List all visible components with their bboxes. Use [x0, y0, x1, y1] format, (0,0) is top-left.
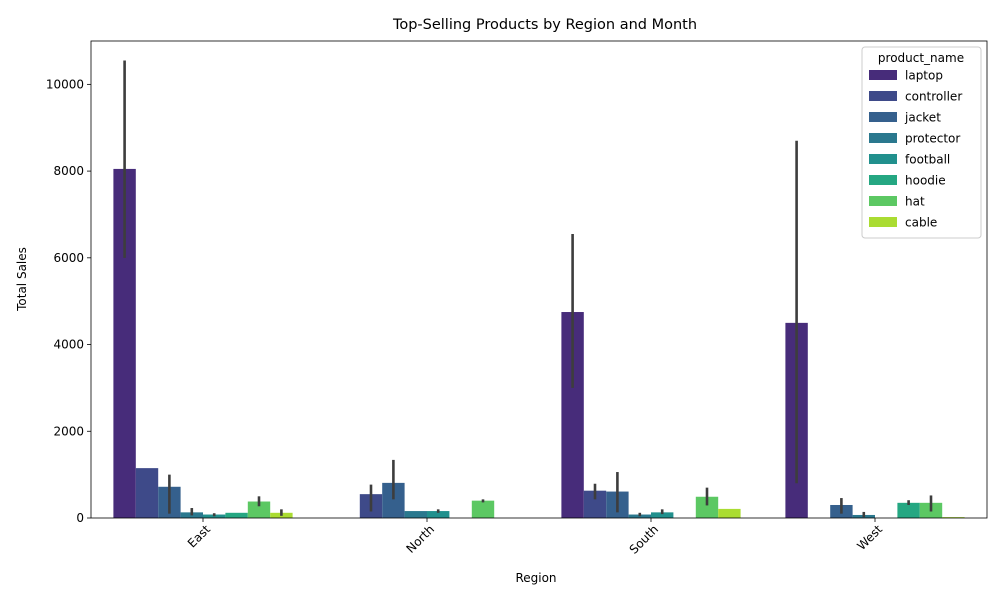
legend-label-jacket: jacket	[904, 111, 941, 125]
bar-laptop-south	[561, 312, 584, 518]
y-tick-label: 0	[76, 511, 84, 525]
y-axis: 0 2000 4000 6000 8000 10000	[46, 77, 91, 525]
bar-laptop-east	[113, 168, 136, 518]
bars-layer	[113, 168, 965, 518]
y-tick-label: 8000	[53, 164, 84, 178]
bar-protector-north	[404, 511, 427, 518]
bar-cable-west	[942, 517, 965, 518]
y-tick-label: 2000	[53, 424, 84, 438]
bar-cable-south	[718, 508, 741, 518]
x-tick-label-west: West	[854, 522, 885, 553]
legend-label-controller: controller	[905, 90, 962, 104]
y-tick-label: 10000	[46, 77, 84, 91]
bar-hat-north	[471, 500, 495, 518]
legend-title: product_name	[878, 51, 964, 65]
legend-swatch-hoodie	[869, 175, 897, 185]
y-tick-label: 4000	[53, 338, 84, 352]
bar-hat-south	[695, 496, 719, 518]
bar-controller-east	[135, 468, 159, 518]
legend: product_name laptop controller jacket prote…	[861, 46, 982, 239]
bar-jacket-north	[382, 482, 405, 518]
legend-label-hoodie: hoodie	[905, 174, 946, 188]
legend-label-hat: hat	[905, 195, 925, 209]
x-axis: East North South West	[185, 518, 885, 557]
bar-hoodie-west	[897, 502, 920, 518]
bar-football-north	[427, 511, 450, 518]
bar-hoodie-east	[225, 512, 248, 518]
legend-label-laptop: laptop	[905, 69, 943, 83]
legend-swatch-protector	[869, 133, 897, 143]
y-axis-label: Total Sales	[15, 247, 29, 312]
plot-frame	[90, 40, 988, 519]
error-bars-layer	[123, 60, 933, 518]
bar-hat-east	[247, 501, 271, 518]
y-tick-label: 6000	[53, 251, 84, 265]
legend-swatch-laptop	[869, 70, 897, 80]
bar-football-south	[651, 512, 674, 518]
legend-swatch-cable	[869, 217, 897, 227]
legend-swatch-hat	[869, 196, 897, 206]
legend-label-cable: cable	[905, 216, 937, 230]
bar-controller-south	[583, 490, 607, 518]
x-tick-label-north: North	[403, 522, 437, 556]
legend-swatch-controller	[869, 91, 897, 101]
chart-title: Top-Selling Products by Region and Month	[392, 17, 697, 33]
x-tick-label-south: South	[627, 522, 662, 557]
x-axis-label: Region	[515, 571, 556, 585]
x-tick-label-east: East	[185, 522, 213, 550]
legend-label-football: football	[905, 153, 950, 167]
legend-swatch-football	[869, 154, 897, 164]
legend-label-protector: protector	[905, 132, 960, 146]
legend-swatch-jacket	[869, 112, 897, 122]
